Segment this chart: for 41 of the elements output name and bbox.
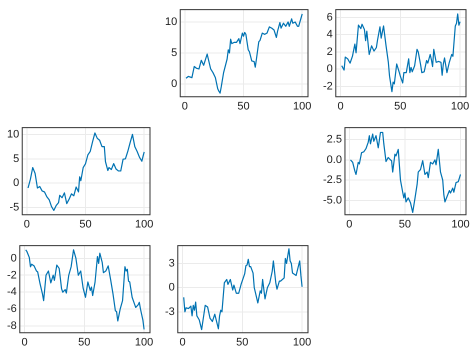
x-tick-label: 0	[346, 218, 352, 230]
y-tick-label: 6	[326, 11, 333, 24]
y-tick-label: 10	[6, 128, 20, 140]
y-tick-label: -5.0	[322, 194, 342, 206]
y-tick-label: 0	[326, 63, 333, 76]
y-tick-label: 5	[171, 46, 178, 59]
x-tick-label: 100	[292, 336, 312, 348]
y-tick-label: 10	[164, 16, 178, 28]
y-tick-label: -2	[323, 80, 333, 92]
y-tick-label: -5	[9, 202, 20, 214]
y-tick-label: -2.5	[322, 174, 342, 186]
y-tick-label: 5	[13, 152, 20, 165]
y-tick-label: -3	[165, 306, 175, 318]
y-tick-label: 0	[10, 252, 17, 264]
x-tick-label: 50	[79, 218, 92, 230]
y-tick-label: 3	[168, 257, 175, 270]
x-tick-label: 100	[451, 218, 470, 230]
x-tick-label: 50	[236, 336, 248, 348]
y-tick-label: 0.0	[326, 154, 342, 166]
x-tick-label: 50	[78, 336, 90, 348]
x-tick-label: 50	[237, 100, 250, 112]
y-tick-label: 0	[168, 282, 175, 294]
x-tick-label: 0	[21, 336, 28, 348]
x-tick-label: 100	[450, 100, 470, 112]
x-tick-label: 100	[293, 100, 312, 112]
x-tick-label: 100	[134, 336, 154, 348]
y-tick-label: -4	[7, 286, 17, 298]
x-tick-label: 100	[135, 218, 154, 230]
y-tick-label: -8	[7, 320, 17, 332]
x-tick-label: 50	[398, 218, 412, 230]
y-tick-label: 2	[326, 46, 333, 58]
y-tick-label: -2	[7, 269, 17, 282]
x-tick-label: 0	[24, 218, 30, 230]
y-tick-label: 0	[13, 177, 20, 190]
x-tick-label: 0	[182, 100, 188, 112]
x-tick-label: 50	[394, 100, 406, 112]
y-tick-label: -6	[7, 303, 17, 316]
x-tick-label: 0	[179, 336, 186, 348]
y-tick-label: 2.5	[326, 134, 342, 146]
y-tick-label: 4	[326, 28, 333, 41]
y-tick-label: 0	[171, 78, 178, 90]
